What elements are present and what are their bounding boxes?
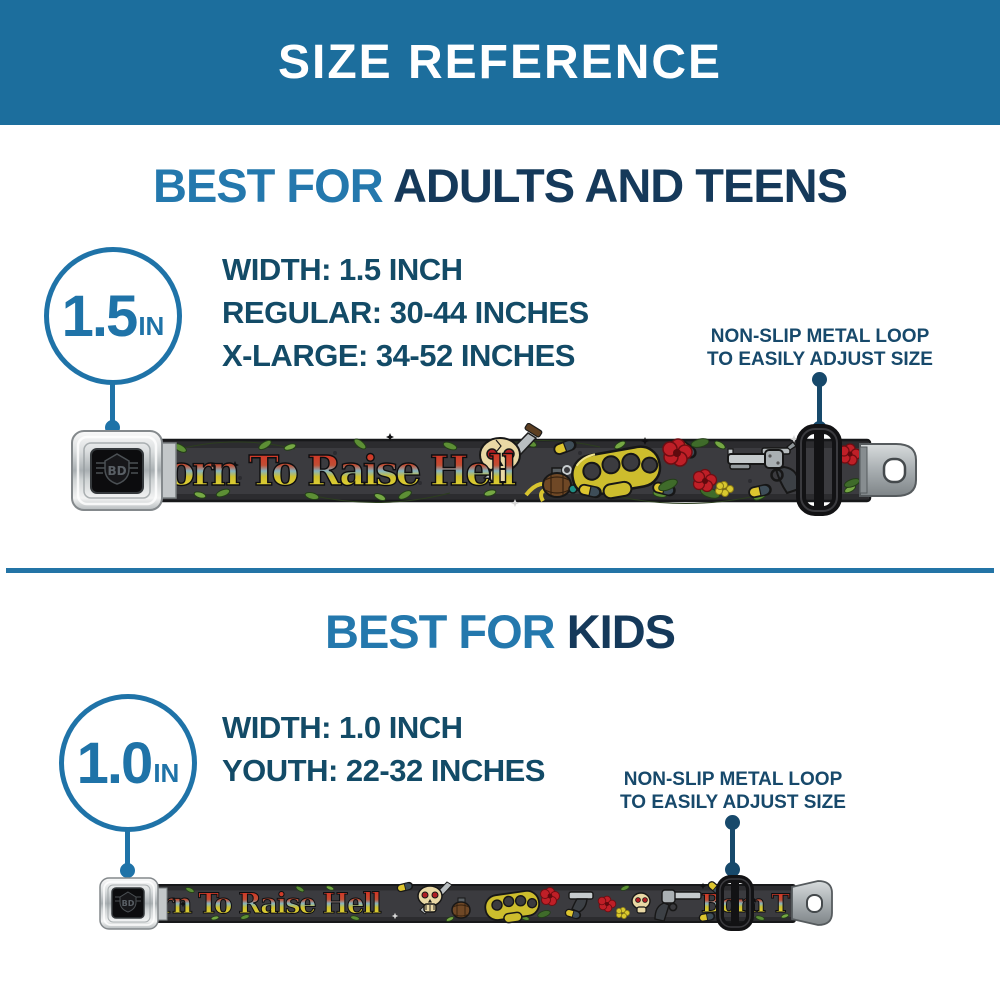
belt-end-tab bbox=[859, 443, 917, 497]
size-badge-1-5in: 1.5 IN bbox=[44, 247, 182, 385]
size-badge-value: 1.5 bbox=[61, 283, 139, 349]
grenade-icon bbox=[542, 465, 578, 498]
callout-pointer-dot-bottom bbox=[725, 862, 740, 877]
seatbelt-buckle: BD bbox=[99, 877, 168, 930]
size-badge-1-0in: 1.0 IN bbox=[59, 694, 197, 832]
page-title: SIZE REFERENCE bbox=[277, 36, 723, 89]
callout-line1: NON-SLIP METAL LOOP bbox=[623, 769, 843, 790]
size-badge-unit: IN bbox=[138, 310, 165, 341]
size-badge-pointer-dot bbox=[120, 863, 135, 878]
size-badge-unit: IN bbox=[153, 757, 180, 788]
skull-icon bbox=[417, 885, 443, 913]
skull-icon bbox=[479, 437, 521, 483]
heading-rest: KIDS bbox=[566, 605, 676, 658]
seatbelt-buckle: BD bbox=[71, 430, 177, 511]
flower-icons bbox=[537, 887, 631, 920]
revolver-icon bbox=[654, 889, 702, 922]
pistol-icon bbox=[568, 891, 594, 913]
callout-pointer-line bbox=[817, 378, 822, 428]
callout-line2: TO EASILY ADJUST SIZE bbox=[707, 349, 933, 370]
adjuster-loop bbox=[796, 424, 842, 516]
star-sparkles bbox=[231, 433, 798, 507]
revolver-icon bbox=[727, 441, 801, 495]
buckle-logo-text: BD bbox=[122, 899, 135, 908]
bullet-icons bbox=[553, 439, 772, 499]
brass-knuckles-icon bbox=[571, 445, 662, 500]
adjuster-loop bbox=[716, 875, 754, 931]
section-kids-heading: BEST FOR KIDS bbox=[0, 604, 1000, 659]
banner: SIZE REFERENCE bbox=[0, 0, 1000, 125]
spec-xlarge: X-LARGE: 34-52 INCHES bbox=[222, 338, 575, 373]
belt-image-adults: Born To Raise Hell BD bbox=[71, 423, 917, 516]
callout-pointer-line bbox=[730, 821, 735, 871]
callout-line1: NON-SLIP METAL LOOP bbox=[710, 326, 930, 347]
belt-end-tab bbox=[791, 880, 833, 926]
skull-icon-small bbox=[631, 892, 651, 914]
belt-strap-text: Born To Raise Hell bbox=[136, 447, 516, 495]
size-badge-pointer-line bbox=[125, 829, 130, 869]
heading-prefix: BEST FOR bbox=[153, 159, 384, 212]
metal-loop-callout-kids: NON-SLIP METAL LOOP TO EASILY ADJUST SIZ… bbox=[568, 768, 898, 814]
spec-regular: REGULAR: 30-44 INCHES bbox=[222, 295, 589, 330]
spec-list-adults: WIDTH: 1.5 INCH REGULAR: 30-44 INCHES X-… bbox=[222, 248, 589, 377]
section-adults-heading: BEST FOR ADULTS AND TEENS bbox=[0, 158, 1000, 213]
spec-list-kids: WIDTH: 1.0 INCH YOUTH: 22-32 INCHES bbox=[222, 706, 545, 792]
flower-icons bbox=[658, 438, 734, 499]
brass-knuckles-icon bbox=[484, 890, 541, 924]
grenade-icon bbox=[451, 897, 471, 919]
size-badge-pointer-line bbox=[110, 383, 115, 425]
section-divider bbox=[6, 568, 994, 573]
metal-loop-callout-adults: NON-SLIP METAL LOOP TO EASILY ADJUST SIZ… bbox=[655, 325, 985, 371]
belt-strap-text-right: Born T bbox=[701, 889, 790, 918]
star-sparkles bbox=[179, 882, 707, 920]
size-badge-value: 1.0 bbox=[76, 730, 154, 796]
heading-prefix: BEST FOR bbox=[325, 605, 556, 658]
spec-width: WIDTH: 1.0 INCH bbox=[222, 710, 463, 745]
belt-image-kids: Born To Raise Hell Born T BD bbox=[99, 875, 833, 931]
spec-youth: YOUTH: 22-32 INCHES bbox=[222, 753, 545, 788]
callout-line2: TO EASILY ADJUST SIZE bbox=[620, 792, 846, 813]
buckle-logo-text: BD bbox=[107, 464, 126, 478]
heading-rest: ADULTS AND TEENS bbox=[392, 159, 848, 212]
spec-width: WIDTH: 1.5 INCH bbox=[222, 252, 463, 287]
